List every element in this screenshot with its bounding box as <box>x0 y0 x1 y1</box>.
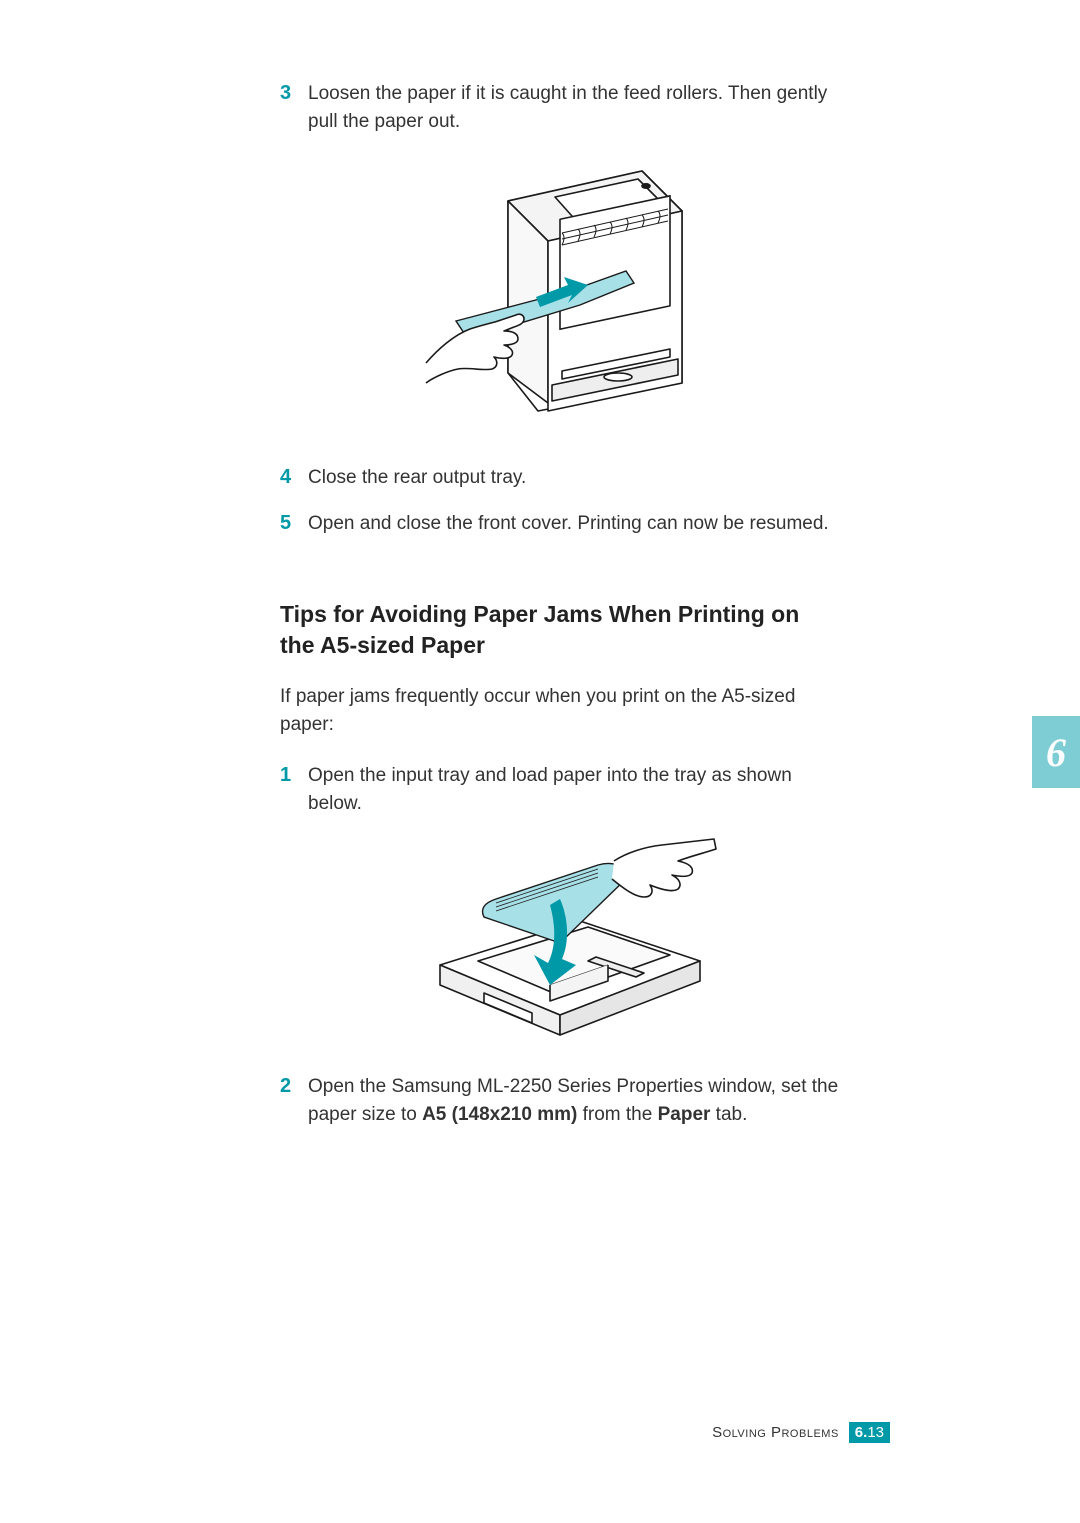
step-number: 3 <box>280 80 308 106</box>
section-heading: Tips for Avoiding Paper Jams When Printi… <box>280 599 840 661</box>
step-number: 1 <box>280 762 308 788</box>
chapter-tab: 6 <box>1032 716 1080 788</box>
step-text: Open the input tray and load paper into … <box>308 762 840 817</box>
step-text: Open the Samsung ML-2250 Series Properti… <box>308 1073 840 1128</box>
step-4: 4 Close the rear output tray. <box>280 464 840 492</box>
page-footer: Solving Problems 6.13 <box>712 1422 890 1443</box>
tip-step-2: 2 Open the Samsung ML-2250 Series Proper… <box>280 1073 840 1128</box>
step-text: Open and close the front cover. Printing… <box>308 510 840 538</box>
page-content: 3 Loosen the paper if it is caught in th… <box>280 80 840 1147</box>
step-number: 5 <box>280 510 308 536</box>
section-intro: If paper jams frequently occur when you … <box>280 683 840 738</box>
illustration-printer-rear <box>280 153 840 428</box>
step-text: Close the rear output tray. <box>308 464 840 492</box>
footer-section-label: Solving Problems <box>712 1424 839 1441</box>
step-3: 3 Loosen the paper if it is caught in th… <box>280 80 840 135</box>
input-tray-svg <box>400 835 720 1045</box>
step-5: 5 Open and close the front cover. Printi… <box>280 510 840 538</box>
printer-rear-svg <box>420 153 700 428</box>
chapter-tab-number: 6 <box>1046 729 1066 776</box>
footer-page-number: 6.13 <box>849 1422 890 1443</box>
step-number: 2 <box>280 1073 308 1099</box>
tip-step-1: 1 Open the input tray and load paper int… <box>280 762 840 817</box>
illustration-input-tray <box>280 835 840 1045</box>
step-number: 4 <box>280 464 308 490</box>
step-text: Loosen the paper if it is caught in the … <box>308 80 840 135</box>
